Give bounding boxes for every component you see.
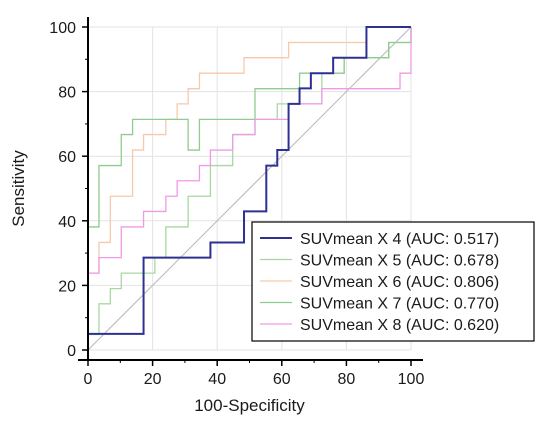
y-tick-label: 60 <box>58 149 76 166</box>
x-tick-label: 100 <box>398 371 425 388</box>
series-line-1 <box>87 26 411 350</box>
tick-labels: 0 20 40 60 80 100 0 20 40 60 80 100 <box>49 20 424 388</box>
legend-label-5: SUVmean X 8 (AUC: 0.620) <box>300 317 499 334</box>
legend-label-2: SUVmean X 5 (AUC: 0.678) <box>300 253 499 270</box>
legend-label-4: SUVmean X 7 (AUC: 0.770) <box>300 296 499 313</box>
reference-diagonal-line <box>87 26 412 351</box>
y-tick-label: 40 <box>58 214 76 231</box>
y-tick-label: 0 <box>67 343 76 360</box>
x-tick-label: 0 <box>84 371 93 388</box>
axes <box>78 17 423 366</box>
series-layer <box>87 26 412 350</box>
grid <box>87 26 412 351</box>
legend: SUVmean X 4 (AUC: 0.517) SUVmean X 5 (AUC… <box>251 221 535 342</box>
x-tick-label: 40 <box>208 371 226 388</box>
series-line-5 <box>87 27 412 350</box>
legend-box <box>251 221 535 342</box>
y-tick-label: 80 <box>58 85 76 102</box>
x-axis-title: 100-Specificity <box>194 396 305 415</box>
y-axis-title: Sensitivity <box>9 150 28 227</box>
legend-label-1: SUVmean X 4 (AUC: 0.517) <box>300 231 499 248</box>
x-tick-label: 20 <box>144 371 162 388</box>
x-tick-label: 60 <box>273 371 291 388</box>
legend-label-3: SUVmean X 6 (AUC: 0.806) <box>300 274 499 291</box>
y-tick-label: 20 <box>58 278 76 295</box>
y-tick-label: 100 <box>49 20 76 37</box>
x-tick-label: 80 <box>338 371 356 388</box>
